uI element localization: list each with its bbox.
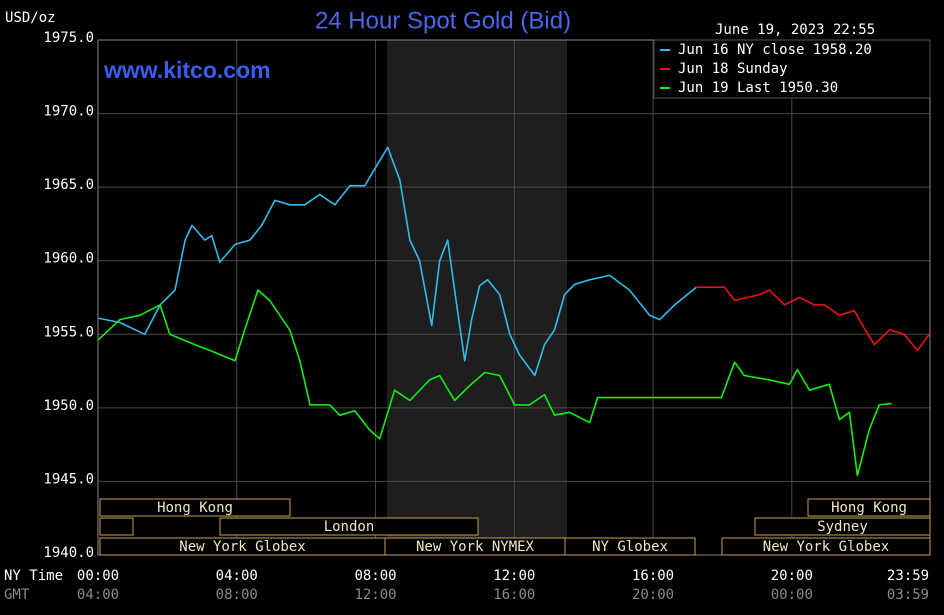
y-tick-label: 1960.0 [43,251,94,267]
y-tick-label: 1940.0 [43,545,94,561]
x2-tick-label: 08:00 [216,587,258,603]
x2-tick-label: 03:59 [887,587,929,603]
session-box [807,498,931,517]
legend-entry: Jun 18 Sunday [678,61,788,77]
session-label: New York Globex [179,539,305,555]
y-tick-label: 1955.0 [43,324,94,340]
session-label: Sydney [817,519,868,535]
series-line [696,286,930,352]
grid [97,39,931,556]
y-tick-label: 1950.0 [43,398,94,414]
x2-tick-label: 16:00 [493,587,535,603]
x-tick-label: 20:00 [771,568,813,584]
x2-tick-label: 04:00 [77,587,119,603]
timestamp: June 19, 2023 22:55 [715,22,875,38]
legend-box [653,39,931,99]
site-annotation: www.kitco.com [103,57,271,83]
session-label: London [324,519,375,535]
lines [97,146,930,477]
session-box [99,498,291,517]
session-label: Hong Kong [157,500,233,516]
legend-entry: Jun 19 Last 1950.30 [678,80,838,96]
session-box [219,517,479,536]
x-tick-label: 23:59 [887,568,929,584]
session-box [99,517,134,536]
y-tick-label: 1970.0 [43,104,94,120]
x-tick-label: 12:00 [493,568,535,584]
x-tick-label: 00:00 [77,568,119,584]
legend-entry: Jun 16 NY close 1958.20 [678,42,872,58]
x2-tick-label: 00:00 [771,587,813,603]
y-axis-label: USD/oz [5,10,56,26]
y-tick-label: 1945.0 [43,471,94,487]
x-tick-label: 04:00 [216,568,258,584]
x2-tick-label: 12:00 [354,587,396,603]
x-tick-label: 08:00 [354,568,396,584]
x-row-label: NY Time [4,568,63,584]
session-label: New York NYMEX [416,539,535,555]
session-label: Hong Kong [831,500,907,516]
y-tick-label: 1965.0 [43,177,94,193]
session-label: New York Globex [763,539,889,555]
y-tick-label: 1975.0 [43,30,94,46]
session-box [721,537,931,556]
session-box [754,517,931,536]
chart-title: 24 Hour Spot Gold (Bid) [315,7,571,34]
series-line [97,289,892,477]
series-line [97,146,697,377]
session-label: NY Globex [592,539,668,555]
x2-row-label: GMT [4,587,30,603]
x2-tick-label: 20:00 [632,587,674,603]
x-tick-label: 16:00 [632,568,674,584]
session-box [564,537,696,556]
